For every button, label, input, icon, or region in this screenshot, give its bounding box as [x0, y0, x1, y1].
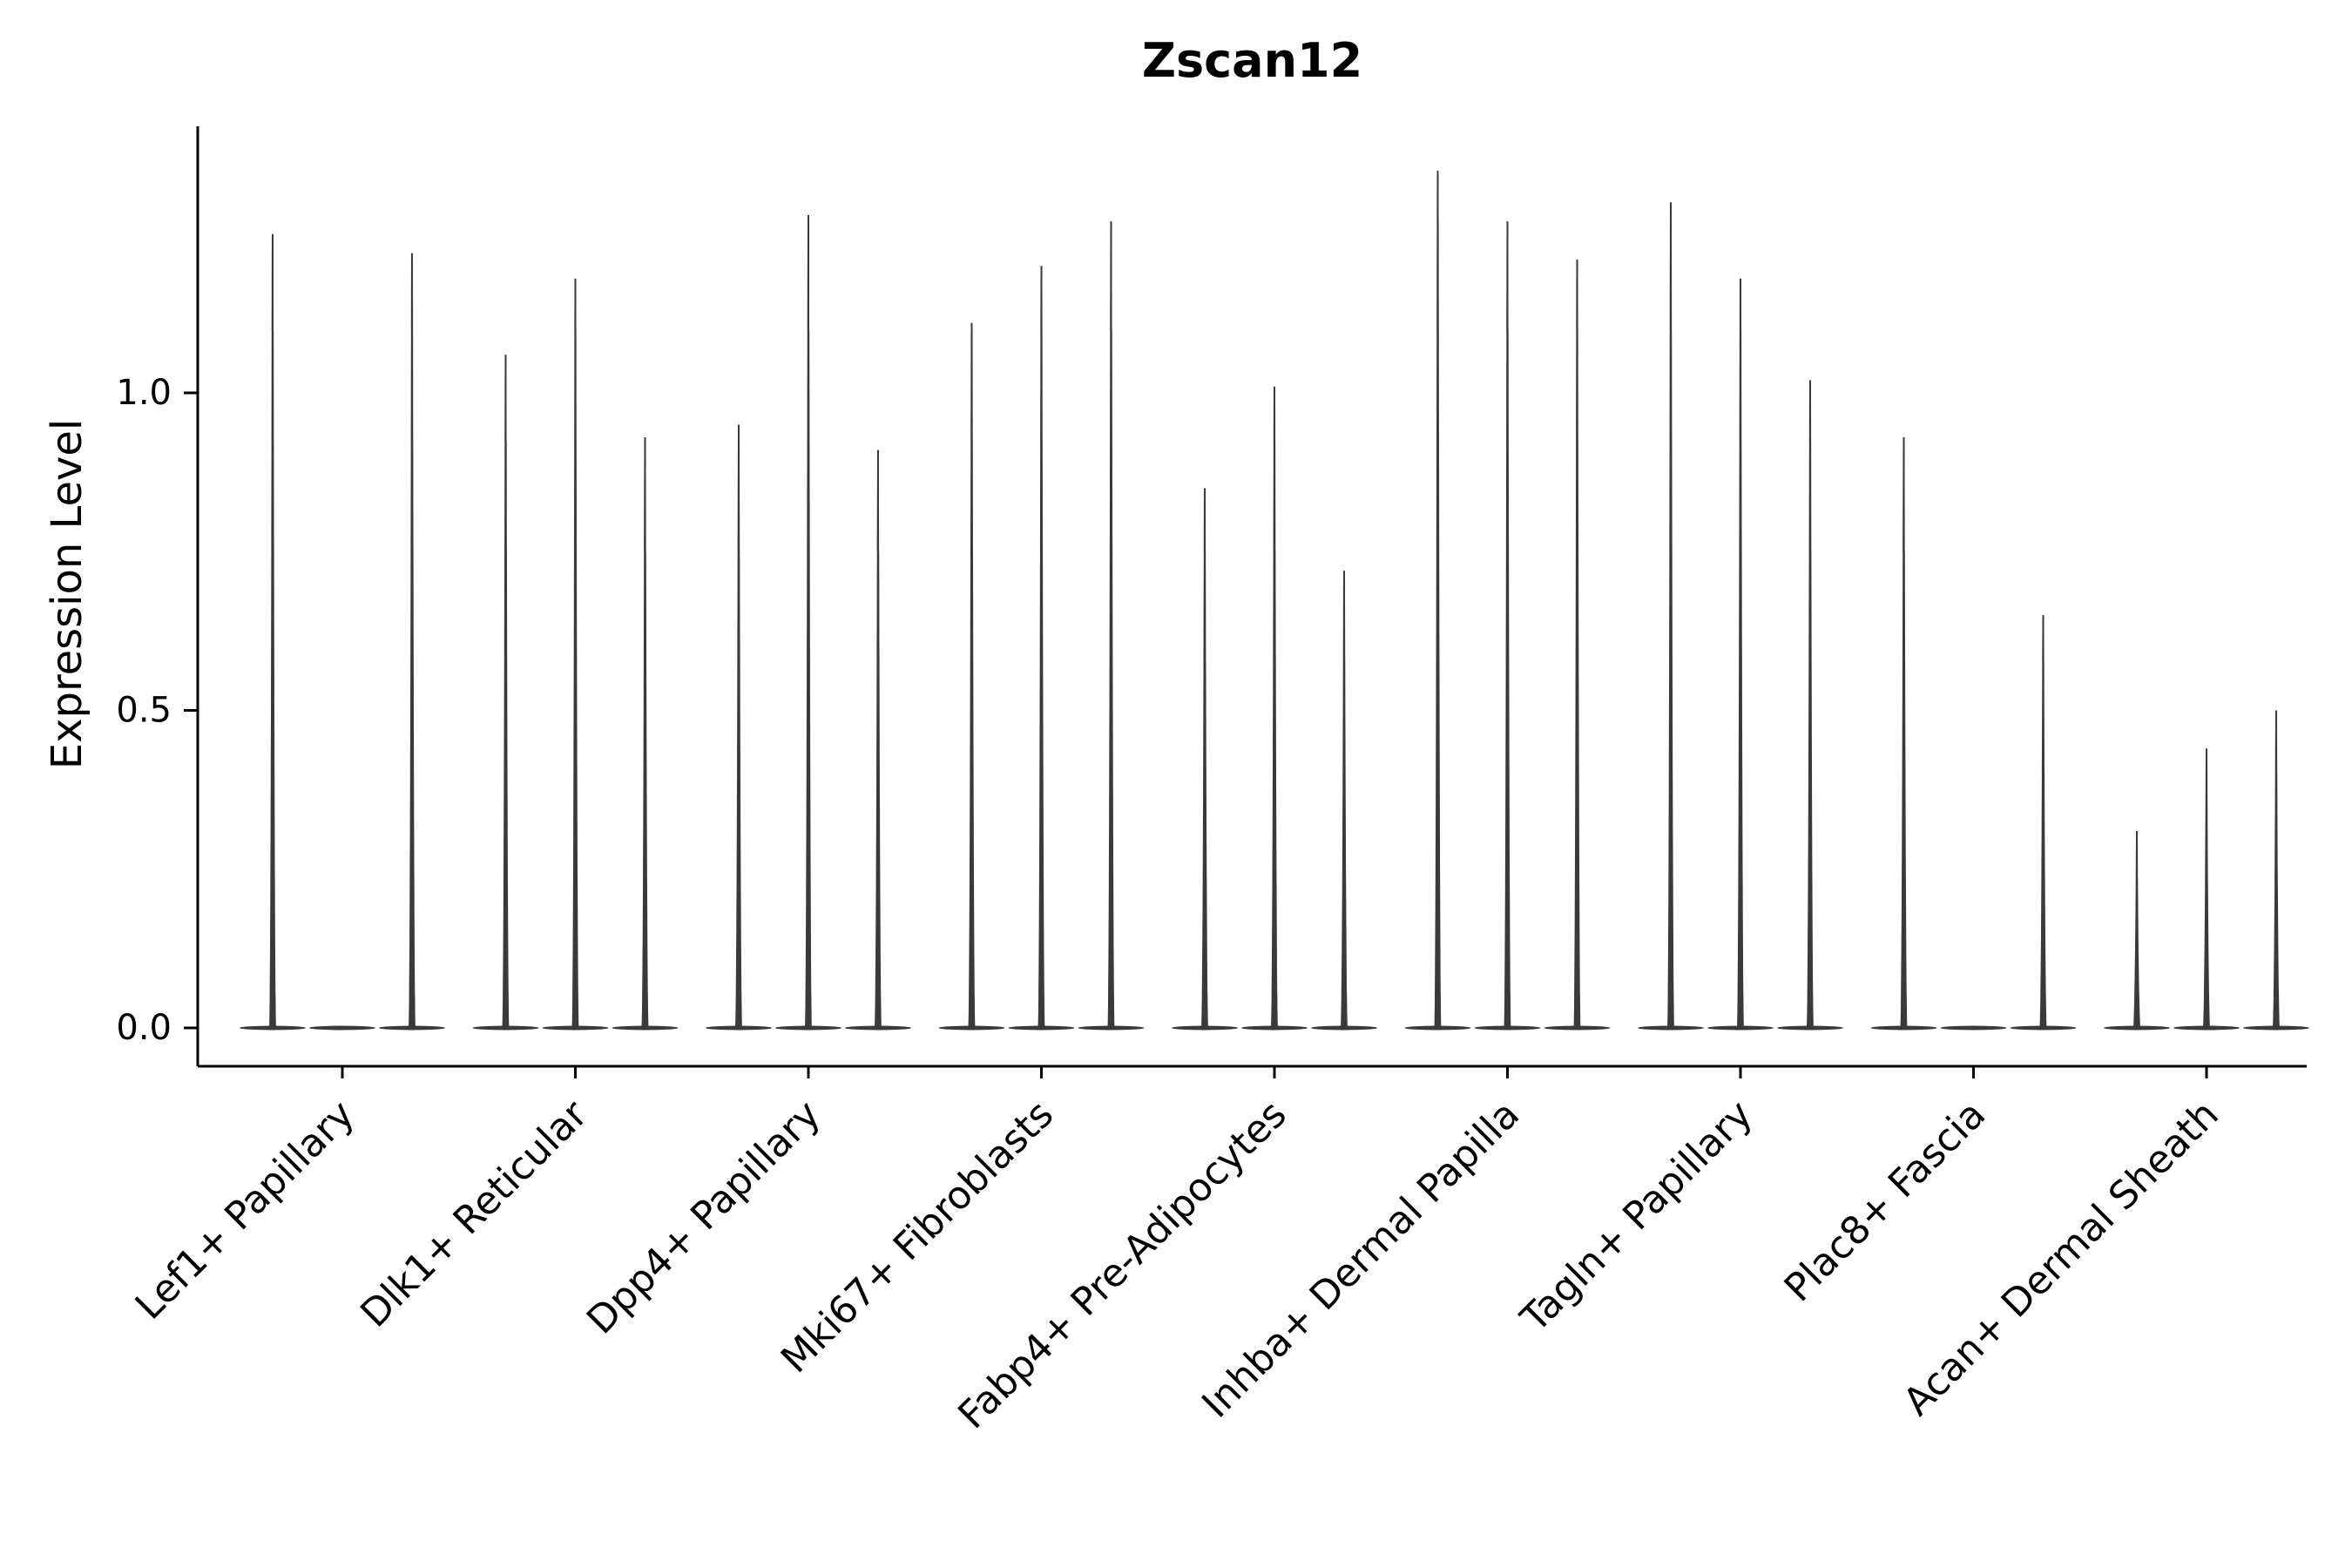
violin-base: [309, 1025, 375, 1031]
violin-spike: [2039, 615, 2047, 1028]
violin-spike: [1573, 259, 1581, 1028]
violin-spike: [641, 437, 649, 1028]
violin-spike: [269, 233, 276, 1028]
violin-spike: [1107, 221, 1115, 1029]
violin-spike: [2133, 831, 2140, 1028]
y-tick-label: 1.0: [116, 373, 172, 413]
x-category-label: Plac8+ Fascia: [1776, 1092, 1995, 1311]
violin-spike: [1737, 278, 1744, 1028]
violin-spike: [1434, 170, 1442, 1029]
y-tick-label: 0.0: [116, 1008, 172, 1048]
x-category-label: Lef1+ Papillary: [127, 1092, 363, 1328]
violin-spike: [1341, 571, 1348, 1028]
x-category-label: Dpp4+ Papillary: [578, 1092, 829, 1343]
violin-spike: [2203, 748, 2210, 1028]
violin-spike: [1201, 488, 1208, 1028]
violin-spike: [1667, 202, 1674, 1029]
violin-spike: [1271, 386, 1278, 1029]
violin-spike: [1504, 221, 1511, 1029]
violin-spike: [1900, 437, 1908, 1028]
y-tick-label: 0.5: [116, 691, 172, 731]
violin-base: [1940, 1025, 2007, 1031]
violin-spike: [2273, 710, 2280, 1028]
violin-spike: [875, 449, 882, 1028]
violin-spike: [1807, 380, 1814, 1028]
x-category-label: Dlk1+ Reticular: [352, 1092, 597, 1336]
violin-spike: [735, 424, 742, 1028]
x-category-label: Tagln+ Papillary: [1512, 1092, 1761, 1342]
violin-spike: [805, 214, 812, 1028]
violin-spike: [1037, 266, 1045, 1028]
chart-title: Zscan12: [1141, 33, 1363, 88]
violin-spike: [409, 253, 416, 1028]
violin-spike: [502, 355, 510, 1028]
violin-spike: [571, 278, 579, 1028]
violin-spike: [968, 322, 976, 1028]
